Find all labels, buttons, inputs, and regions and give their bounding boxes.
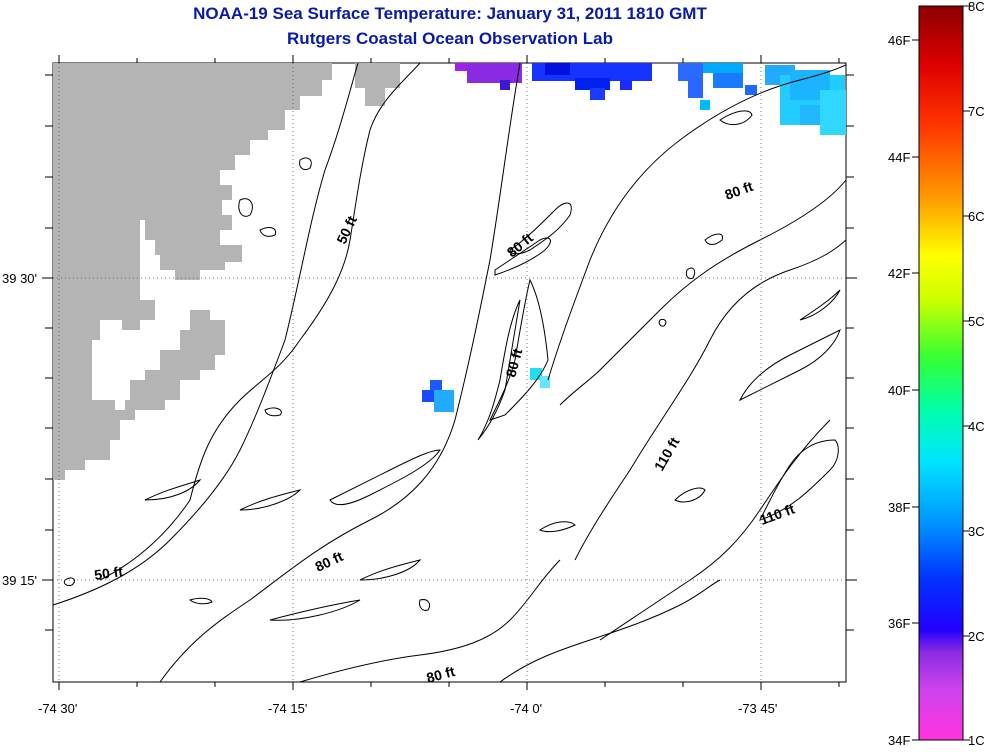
colorbar-f-label: 36F [888,616,910,631]
map-title: NOAA-19 Sea Surface Temperature: January… [193,4,707,23]
colorbar-c-label: 1C [968,733,985,748]
colorbar-f-label: 42F [888,266,910,281]
contour-label: 80 ft [425,663,457,686]
colorbar-c-label: 8C [968,0,985,14]
colorbar-f-label: 46F [888,33,910,48]
sst-pixels-purple [455,63,522,90]
colorbar-c-label: 4C [968,419,985,434]
colorbar-f-label: 34F [888,733,910,748]
colorbar-f-label: 44F [888,150,910,165]
colorbar-c-label: 6C [968,209,985,224]
lat-tick-label: 39 30' [2,271,37,286]
colorbar-c-label: 5C [968,314,985,329]
colorbar-ticks [912,5,970,741]
lat-tick-label: 39 15' [2,573,37,588]
colorbar-f-label: 38F [888,500,910,515]
colorbar [918,5,964,741]
axis-ticks [42,55,857,690]
colorbar-c-label: 2C [968,629,985,644]
lon-tick-label: -74 30' [38,701,77,716]
lon-tick-label: -74 15' [268,701,307,716]
bathymetry-contours [53,63,846,682]
contour-label: 50 ft [93,563,124,583]
sst-pixels-center [422,368,550,412]
map-subtitle: Rutgers Coastal Ocean Observation Lab [287,29,613,48]
graticule [53,63,846,682]
colorbar-c-label: 3C [968,524,985,539]
lon-tick-label: -73 45' [738,701,777,716]
colorbar-f-label: 40F [888,383,910,398]
land-mass [53,63,332,480]
contour-label: 80 ft [502,347,525,379]
sst-pixels-blue [532,63,846,135]
lon-tick-label: -74 0' [510,701,542,716]
colorbar-c-label: 7C [968,104,985,119]
